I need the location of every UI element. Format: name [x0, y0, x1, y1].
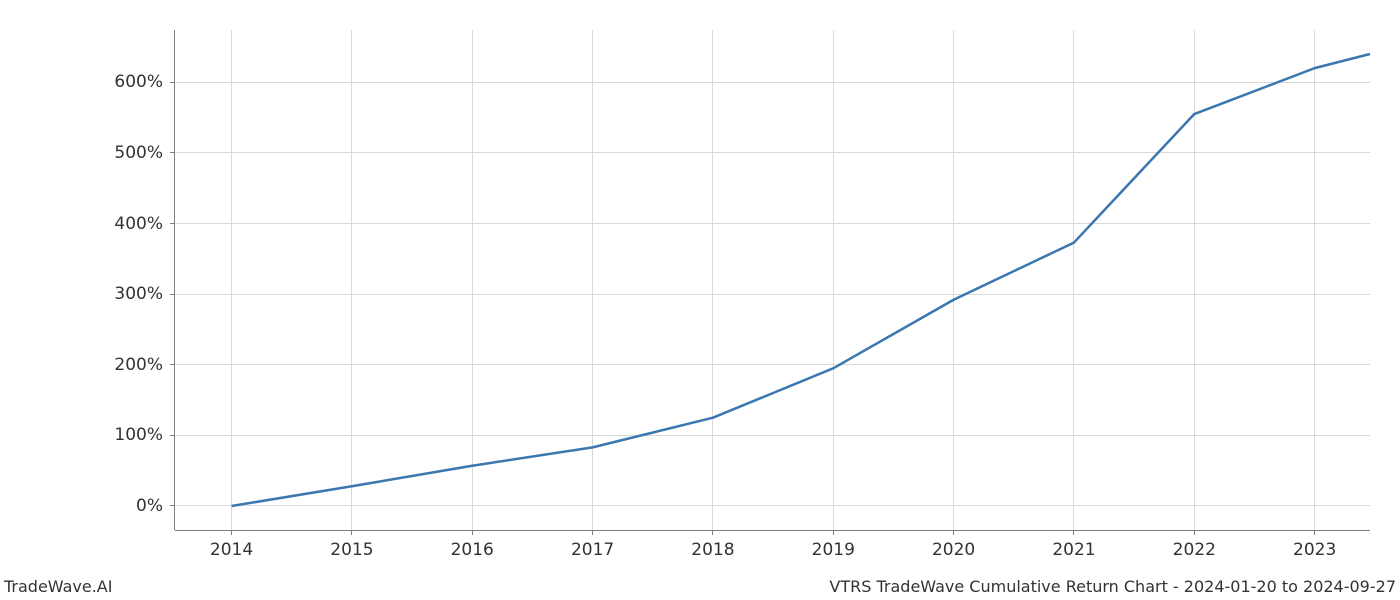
- x-tick-label: 2017: [571, 540, 614, 560]
- axis-spine-bottom: [175, 530, 1370, 531]
- footer-right-text: VTRS TradeWave Cumulative Return Chart -…: [829, 577, 1396, 596]
- y-tick-label: 0%: [136, 496, 163, 516]
- y-tick-label: 300%: [114, 284, 163, 304]
- x-tick-label: 2022: [1173, 540, 1216, 560]
- chart-container: 2014 2015 2016 2017 2018 2019 2020 2021 2022 2023…: [0, 0, 1400, 600]
- y-tick-label: 500%: [114, 143, 163, 163]
- cumulative-return-line: [232, 54, 1370, 506]
- x-tick-label: 2016: [451, 540, 494, 560]
- y-tick-label: 200%: [114, 355, 163, 375]
- x-tick-label: 2015: [330, 540, 373, 560]
- x-tick-label: 2023: [1293, 540, 1336, 560]
- y-tick-label: 400%: [114, 214, 163, 234]
- line-series-svg: [175, 30, 1370, 530]
- x-tick-label: 2021: [1052, 540, 1095, 560]
- y-tick-label: 600%: [114, 72, 163, 92]
- x-tick-label: 2019: [812, 540, 855, 560]
- footer-left-text: TradeWave.AI: [4, 577, 112, 596]
- plot-area: 2014201520162017201820192020202120222023…: [175, 30, 1370, 530]
- x-tick-label: 2018: [691, 540, 734, 560]
- x-tick-label: 2014: [210, 540, 253, 560]
- x-tick-label: 2020: [932, 540, 975, 560]
- y-tick-label: 100%: [114, 425, 163, 445]
